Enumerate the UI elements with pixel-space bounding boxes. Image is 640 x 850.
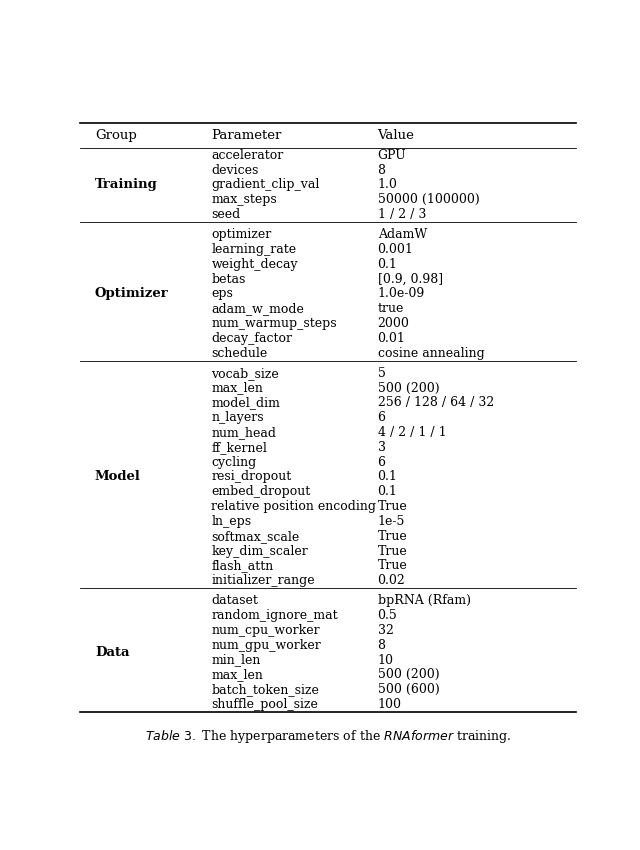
Text: 6: 6 [378,456,385,468]
Text: batch_token_size: batch_token_size [211,683,319,696]
Text: 0.5: 0.5 [378,609,397,622]
Text: key_dim_scaler: key_dim_scaler [211,545,308,558]
Text: True: True [378,559,407,572]
Text: flash_attn: flash_attn [211,559,274,572]
Text: num_cpu_worker: num_cpu_worker [211,624,320,637]
Text: 500 (600): 500 (600) [378,683,439,696]
Text: True: True [378,545,407,558]
Text: num_gpu_worker: num_gpu_worker [211,638,321,652]
Text: max_len: max_len [211,382,263,394]
Text: max_steps: max_steps [211,193,277,207]
Text: 100: 100 [378,698,402,711]
Text: devices: devices [211,163,259,177]
Text: Group: Group [95,129,136,142]
Text: shuffle_pool_size: shuffle_pool_size [211,698,318,711]
Text: 0.001: 0.001 [378,243,413,256]
Text: 500 (200): 500 (200) [378,382,439,394]
Text: embed_dropout: embed_dropout [211,485,310,498]
Text: 0.01: 0.01 [378,332,406,345]
Text: 2000: 2000 [378,317,410,330]
Text: 256 / 128 / 64 / 32: 256 / 128 / 64 / 32 [378,396,494,410]
Text: softmax_scale: softmax_scale [211,530,300,543]
Text: $\it{Table\ 3.}$ The hyperparameters of the $\it{RNAformer}$ training.: $\it{Table\ 3.}$ The hyperparameters of … [145,728,511,745]
Text: GPU: GPU [378,149,406,162]
Text: adam_w_mode: adam_w_mode [211,303,304,315]
Text: Optimizer: Optimizer [95,287,168,300]
Text: 1e-5: 1e-5 [378,515,405,528]
Text: resi_dropout: resi_dropout [211,471,292,484]
Text: [0.9, 0.98]: [0.9, 0.98] [378,273,443,286]
Text: 4 / 2 / 1 / 1: 4 / 2 / 1 / 1 [378,426,446,439]
Text: 50000 (100000): 50000 (100000) [378,193,479,207]
Text: random_ignore_mat: random_ignore_mat [211,609,338,622]
Text: min_len: min_len [211,654,261,666]
Text: true: true [378,303,404,315]
Text: Model: Model [95,471,141,484]
Text: accelerator: accelerator [211,149,284,162]
Text: decay_factor: decay_factor [211,332,292,345]
Text: 0.02: 0.02 [378,575,405,587]
Text: initializer_range: initializer_range [211,575,315,587]
Text: True: True [378,530,407,543]
Text: seed: seed [211,208,241,221]
Text: ln_eps: ln_eps [211,515,252,528]
Text: num_warmup_steps: num_warmup_steps [211,317,337,330]
Text: 5: 5 [378,366,385,380]
Text: 0.1: 0.1 [378,485,397,498]
Text: ff_kernel: ff_kernel [211,441,268,454]
Text: cycling: cycling [211,456,257,468]
Text: relative position encoding: relative position encoding [211,500,376,513]
Text: vocab_size: vocab_size [211,366,279,380]
Text: optimizer: optimizer [211,228,272,241]
Text: schedule: schedule [211,347,268,360]
Text: 6: 6 [378,411,385,424]
Text: 500 (200): 500 (200) [378,668,439,682]
Text: bpRNA (Rfam): bpRNA (Rfam) [378,594,470,607]
Text: 8: 8 [378,163,385,177]
Text: 1.0e-09: 1.0e-09 [378,287,425,300]
Text: 32: 32 [378,624,394,637]
Text: AdamW: AdamW [378,228,427,241]
Text: 3: 3 [378,441,385,454]
Text: weight_decay: weight_decay [211,258,298,270]
Text: cosine annealing: cosine annealing [378,347,484,360]
Text: 0.1: 0.1 [378,258,397,270]
Text: dataset: dataset [211,594,259,607]
Text: 1.0: 1.0 [378,178,397,191]
Text: 0.1: 0.1 [378,471,397,484]
Text: 1 / 2 / 3: 1 / 2 / 3 [378,208,426,221]
Text: num_head: num_head [211,426,276,439]
Text: max_len: max_len [211,668,263,682]
Text: gradient_clip_val: gradient_clip_val [211,178,320,191]
Text: 10: 10 [378,654,394,666]
Text: Value: Value [378,129,415,142]
Text: Parameter: Parameter [211,129,282,142]
Text: 8: 8 [378,638,385,652]
Text: Training: Training [95,178,157,191]
Text: Data: Data [95,646,129,660]
Text: True: True [378,500,407,513]
Text: n_layers: n_layers [211,411,264,424]
Text: betas: betas [211,273,246,286]
Text: model_dim: model_dim [211,396,280,410]
Text: eps: eps [211,287,234,300]
Text: learning_rate: learning_rate [211,243,296,256]
